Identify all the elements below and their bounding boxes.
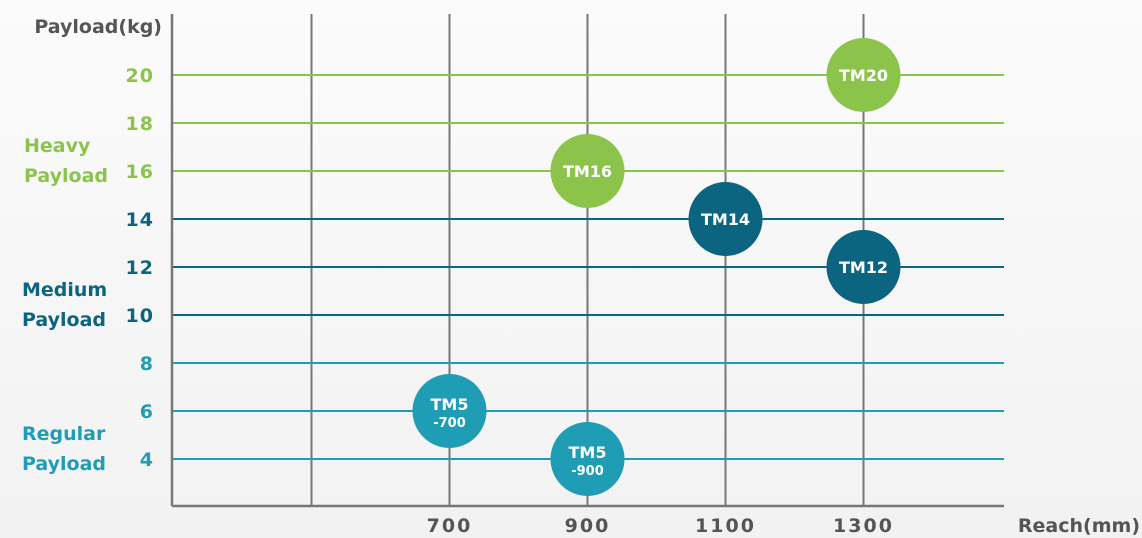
x-tick-label: 1100 (695, 515, 756, 537)
data-point-label: TM14 (701, 210, 750, 229)
data-point-marker (826, 38, 901, 112)
x-tick-label: 700 (427, 515, 473, 537)
x-axis-label: Reach(mm) (1018, 515, 1140, 537)
data-point: TM14 (688, 182, 763, 256)
data-point-marker (826, 230, 901, 304)
x-tick-label: 1300 (833, 515, 894, 537)
y-tick-label: 14 (126, 209, 154, 231)
category-label: Payload (22, 453, 106, 475)
y-tick-label: 10 (126, 305, 154, 327)
category-labels: Heavy Payload Medium Payload Regular Payload (22, 135, 108, 475)
data-point-label: -900 (571, 464, 604, 479)
data-point-marker (412, 374, 487, 448)
y-tick-label: 18 (126, 113, 154, 135)
data-point-marker (550, 134, 625, 208)
data-point: TM20 (826, 38, 901, 112)
data-point-label: TM16 (563, 162, 612, 181)
axes (170, 14, 1004, 508)
category-label: Regular (22, 423, 106, 445)
data-point: TM5 -900 (550, 422, 625, 496)
data-point: TM16 (550, 134, 625, 208)
data-point-label: TM5 (569, 443, 607, 462)
data-point: TM5 -700 (412, 374, 487, 448)
data-point-label: TM20 (839, 66, 888, 85)
category-label: Payload (24, 165, 108, 187)
y-axis-label: Payload(kg) (34, 16, 162, 38)
y-tick-label: 8 (140, 353, 154, 375)
x-tick-label: 900 (565, 515, 611, 537)
y-tick-label: 20 (126, 65, 154, 87)
data-point-marker (550, 422, 625, 496)
tick-labels: 4 6 8 10 12 14 16 18 20 700 900 1100 1300 (126, 65, 894, 537)
category-label: Payload (22, 309, 106, 331)
data-point: TM12 (826, 230, 901, 304)
category-label: Heavy (24, 135, 91, 157)
y-tick-label: 6 (140, 401, 154, 423)
y-tick-label: 16 (126, 161, 154, 183)
data-point-label: -700 (433, 416, 466, 431)
data-points: TM20 TM16 TM14 TM12 TM5 -700 TM5 -900 (412, 38, 901, 496)
category-label: Medium (22, 279, 107, 301)
y-tick-label: 12 (126, 257, 154, 279)
y-tick-label: 4 (140, 449, 154, 471)
data-point-label: TM5 (431, 395, 469, 414)
data-point-marker (688, 182, 763, 256)
data-point-label: TM12 (839, 258, 888, 277)
